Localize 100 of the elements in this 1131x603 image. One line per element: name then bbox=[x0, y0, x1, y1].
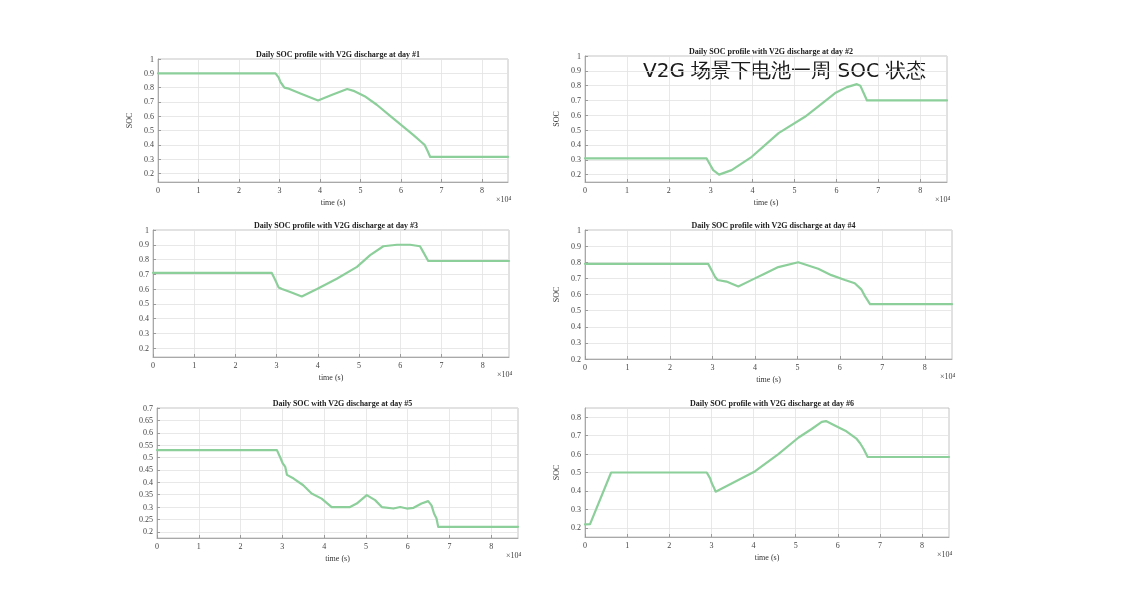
x-tick-label: 0 bbox=[583, 185, 587, 195]
x-tick-label: 7 bbox=[880, 362, 885, 372]
x-tick-label: 7 bbox=[439, 185, 444, 195]
y-axis-title: SOC bbox=[551, 464, 561, 481]
y-tick-label: 0.4 bbox=[571, 322, 581, 332]
text: ×10⁴ bbox=[496, 194, 512, 204]
y-tick-label: 0.8 bbox=[571, 412, 581, 422]
y-tick-label: 0.25 bbox=[139, 514, 153, 524]
x-tick-label: 8 bbox=[480, 360, 485, 370]
x-tick-label: 4 bbox=[315, 360, 320, 370]
x-tick-label: 8 bbox=[920, 540, 925, 550]
x-tick-label: 2 bbox=[233, 360, 238, 370]
y-tick-label: 0.5 bbox=[571, 468, 581, 477]
x-tick-label: 5 bbox=[363, 541, 368, 551]
y-tick-label: 0.9 bbox=[139, 240, 149, 250]
x-tick-label: 1 bbox=[196, 185, 201, 195]
y-tick-label: 1 bbox=[150, 54, 154, 64]
y-tick-label: 0.5 bbox=[571, 306, 581, 316]
text: ×10⁴ bbox=[937, 549, 953, 559]
y-tick-label: 0.3 bbox=[144, 154, 154, 164]
text: ×10⁴ bbox=[497, 369, 513, 379]
y-tick-label: 0.5 bbox=[143, 453, 153, 463]
y-tick-label: 0.4 bbox=[144, 140, 154, 150]
y-tick-label: 0.6 bbox=[571, 110, 581, 120]
x-axis-title: time (s) bbox=[753, 198, 779, 208]
x-tick-label: 3 bbox=[710, 362, 715, 372]
y-axis-title: SOC bbox=[551, 111, 561, 127]
x-tick-label: 4 bbox=[318, 185, 323, 195]
x-tick-label: 7 bbox=[439, 360, 444, 370]
y-tick-label: 0.3 bbox=[571, 338, 581, 348]
line-series bbox=[155, 449, 520, 528]
x-tick-label: 4 bbox=[322, 541, 327, 551]
x-tick-label: 2 bbox=[666, 185, 671, 195]
x-tick-label: 0 bbox=[151, 360, 155, 370]
x-tick-label: 2 bbox=[238, 541, 243, 551]
y-tick-label: 0.3 bbox=[571, 504, 581, 514]
y-tick-label: 0.4 bbox=[143, 477, 153, 487]
x-tick-label: 7 bbox=[877, 540, 882, 550]
x-tick-label: 2 bbox=[237, 185, 242, 195]
y-tick-label: 0.7 bbox=[571, 273, 581, 283]
x-tick-label: 5 bbox=[793, 540, 798, 550]
x-tick-label: 3 bbox=[280, 541, 285, 551]
y-tick-label: 0.9 bbox=[571, 241, 581, 251]
x-tick-label: 8 bbox=[918, 185, 923, 195]
y-tick-label: 0.6 bbox=[571, 449, 581, 459]
y-tick-label: 0.6 bbox=[144, 111, 154, 121]
line-series bbox=[156, 72, 510, 159]
y-tick-label: 0.2 bbox=[144, 168, 154, 178]
line-series bbox=[583, 83, 949, 176]
x-tick-label: 0 bbox=[583, 540, 587, 550]
x-tick-label: 7 bbox=[447, 541, 452, 551]
x-tick-label: 6 bbox=[405, 541, 410, 551]
y-tick-label: 0.3 bbox=[139, 328, 149, 338]
y-tick-label: 0.2 bbox=[139, 343, 149, 353]
x-tick-label: 3 bbox=[277, 185, 282, 195]
x-tick-label: 0 bbox=[583, 362, 587, 372]
y-tick-label: 1 bbox=[145, 225, 149, 235]
x-tick-label: 1 bbox=[625, 362, 630, 372]
x-tick-label: 0 bbox=[155, 541, 159, 551]
y-tick-label: 0.6 bbox=[139, 284, 149, 294]
chart-title: Daily SOC profile with V2G discharge at day #1 bbox=[255, 49, 421, 59]
text: ×10⁴ bbox=[935, 194, 951, 204]
x-tick-label: 6 bbox=[837, 362, 842, 372]
y-tick-label: 0.2 bbox=[571, 170, 581, 180]
x-tick-label: 6 bbox=[835, 540, 840, 550]
x-tick-label: 5 bbox=[358, 185, 363, 195]
chart-title: Daily SOC profile with V2G discharge at day #4 bbox=[691, 220, 856, 230]
x-axis-title: time (s) bbox=[320, 198, 346, 208]
y-tick-label: 0.4 bbox=[571, 486, 581, 496]
x-tick-label: 5 bbox=[357, 360, 362, 370]
x-tick-label: 4 bbox=[751, 540, 756, 550]
chart-title: Daily SOC profile with V2G discharge at day #3 bbox=[253, 220, 419, 230]
y-axis-title: SOC bbox=[124, 112, 134, 129]
x-tick-label: 1 bbox=[196, 541, 201, 551]
x-tick-label: 8 bbox=[480, 185, 485, 195]
y-tick-label: 0.45 bbox=[139, 465, 153, 475]
line-series bbox=[583, 419, 951, 526]
y-tick-label: 0.8 bbox=[571, 257, 581, 267]
y-tick-label: 0.7 bbox=[143, 403, 153, 413]
y-tick-label: 1 bbox=[577, 225, 581, 235]
line-series bbox=[151, 243, 511, 298]
x-axis-title: time (s) bbox=[754, 553, 780, 563]
y-tick-label: 0.2 bbox=[571, 354, 581, 364]
chart-title: Daily SOC profile with V2G discharge at day #6 bbox=[689, 398, 855, 408]
y-tick-label: 0.65 bbox=[139, 415, 153, 425]
x-tick-label: 2 bbox=[667, 362, 672, 372]
y-tick-label: 0.9 bbox=[144, 68, 154, 78]
x-tick-label: 6 bbox=[398, 360, 403, 370]
y-axis-title: SOC bbox=[551, 286, 561, 303]
y-tick-label: 0.2 bbox=[571, 523, 581, 533]
chart-title: Daily SOC with V2G discharge at day #5 bbox=[272, 398, 413, 408]
x-tick-label: 8 bbox=[922, 362, 927, 372]
x-axis-title: time (s) bbox=[756, 375, 782, 385]
y-tick-label: 0.7 bbox=[571, 95, 581, 105]
y-tick-label: 0.7 bbox=[144, 97, 154, 107]
x-axis-title: time (s) bbox=[318, 373, 344, 383]
x-tick-label: 8 bbox=[489, 541, 494, 551]
x-tick-label: 3 bbox=[274, 360, 279, 370]
y-tick-label: 0.8 bbox=[139, 255, 149, 265]
chart-title: Daily SOC profile with V2G discharge at day #2 bbox=[688, 46, 854, 56]
